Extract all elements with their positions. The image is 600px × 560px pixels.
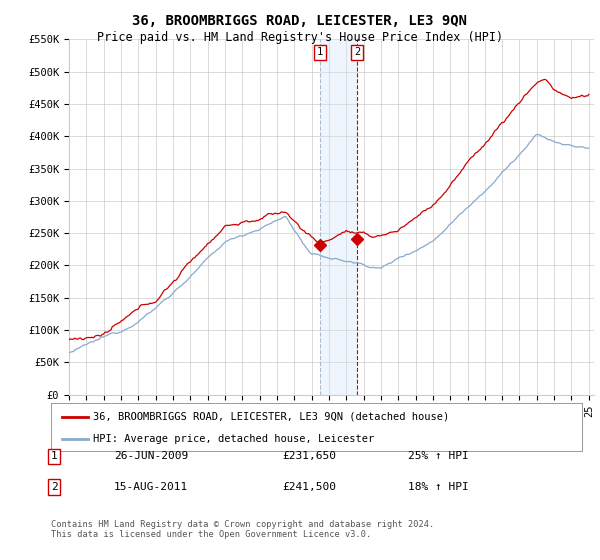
Text: 15-AUG-2011: 15-AUG-2011: [114, 482, 188, 492]
Text: 1: 1: [50, 451, 58, 461]
Text: HPI: Average price, detached house, Leicester: HPI: Average price, detached house, Leic…: [94, 434, 375, 444]
Bar: [320, 39, 357, 395]
Text: 36, BROOMBRIGGS ROAD, LEICESTER, LE3 9QN: 36, BROOMBRIGGS ROAD, LEICESTER, LE3 9QN: [133, 14, 467, 28]
Text: Price paid vs. HM Land Registry's House Price Index (HPI): Price paid vs. HM Land Registry's House …: [97, 31, 503, 44]
Text: £231,650: £231,650: [282, 451, 336, 461]
Text: 2: 2: [50, 482, 58, 492]
Text: 26-JUN-2009: 26-JUN-2009: [114, 451, 188, 461]
Text: 25% ↑ HPI: 25% ↑ HPI: [408, 451, 469, 461]
Text: 36, BROOMBRIGGS ROAD, LEICESTER, LE3 9QN (detached house): 36, BROOMBRIGGS ROAD, LEICESTER, LE3 9QN…: [94, 412, 450, 422]
Text: £241,500: £241,500: [282, 482, 336, 492]
Text: 1: 1: [317, 47, 323, 57]
Text: 18% ↑ HPI: 18% ↑ HPI: [408, 482, 469, 492]
Text: Contains HM Land Registry data © Crown copyright and database right 2024.
This d: Contains HM Land Registry data © Crown c…: [51, 520, 434, 539]
Text: 2: 2: [354, 47, 360, 57]
